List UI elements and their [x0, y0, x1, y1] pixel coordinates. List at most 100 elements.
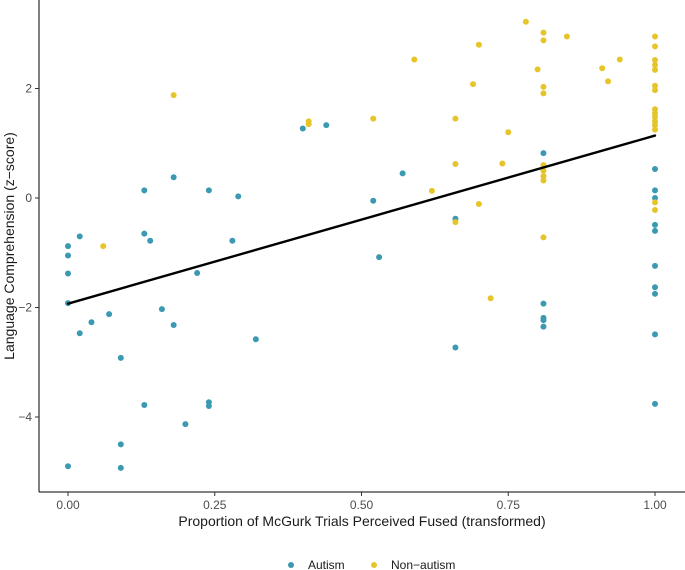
data-point-non-autism	[540, 37, 547, 44]
data-point-autism	[652, 284, 658, 291]
data-point-non-autism	[652, 61, 658, 68]
data-point-autism	[76, 330, 83, 337]
y-ticks: −4 −2 0 2	[18, 82, 39, 424]
data-point-autism	[652, 187, 658, 194]
data-point-autism	[323, 122, 330, 129]
data-point-non-autism	[540, 173, 547, 180]
data-point-non-autism	[652, 113, 658, 120]
data-point-autism	[76, 233, 83, 240]
y-tick-label: −4	[18, 410, 32, 424]
data-point-autism	[370, 197, 377, 204]
data-point-autism	[65, 270, 71, 277]
data-point-autism	[652, 290, 658, 297]
data-point-autism	[65, 252, 71, 259]
data-point-non-autism	[305, 118, 312, 125]
data-point-autism	[182, 421, 189, 428]
y-tick-label: 0	[25, 191, 32, 205]
data-point-non-autism	[652, 43, 658, 50]
axes	[38, 0, 685, 493]
fit-line-group	[66, 134, 657, 305]
data-point-autism	[252, 336, 259, 343]
data-point-autism	[141, 187, 148, 194]
data-point-non-autism	[652, 57, 658, 64]
data-point-non-autism	[540, 90, 547, 97]
data-point-non-autism	[652, 33, 658, 40]
data-point-non-autism	[605, 78, 612, 85]
data-point-autism	[540, 323, 547, 330]
data-point-non-autism	[534, 66, 541, 73]
data-point-non-autism	[475, 41, 482, 48]
data-point-autism	[205, 403, 212, 410]
data-point-autism	[170, 322, 177, 329]
data-point-non-autism	[652, 87, 658, 94]
data-point-non-autism	[522, 18, 529, 25]
x-tick-label: 0.75	[497, 498, 521, 512]
x-axis-title: Proportion of McGurk Trials Perceived Fu…	[178, 513, 545, 529]
data-point-non-autism	[540, 29, 547, 36]
data-point-autism	[229, 237, 236, 244]
data-point-autism	[452, 344, 459, 351]
data-point-non-autism	[540, 83, 547, 90]
y-tick-label: 2	[25, 82, 32, 96]
data-point-non-autism	[452, 115, 459, 122]
data-point-autism	[106, 311, 113, 318]
data-point-autism	[117, 464, 124, 471]
data-point-autism	[652, 262, 658, 269]
data-point-non-autism	[370, 115, 377, 122]
legend-swatch-non-autism	[371, 562, 377, 568]
data-point-autism	[652, 400, 658, 407]
data-point-autism	[540, 317, 547, 324]
legend-swatch-autism	[288, 562, 294, 568]
data-point-autism	[141, 401, 148, 408]
data-point-autism	[170, 174, 177, 181]
x-ticks: 0.00 0.25 0.50 0.75 1.00	[56, 492, 667, 512]
data-point-non-autism	[100, 243, 107, 250]
y-axis-title: Language Comprehension (z−score)	[1, 132, 17, 360]
data-point-non-autism	[170, 92, 177, 99]
y-tick-label: −2	[18, 301, 32, 315]
data-point-non-autism	[452, 219, 459, 226]
data-point-non-autism	[452, 161, 459, 168]
data-point-non-autism	[540, 234, 547, 241]
fit-line	[66, 134, 657, 305]
data-point-non-autism	[652, 82, 658, 89]
data-point-autism	[540, 300, 547, 307]
data-point-autism	[652, 195, 658, 201]
legend: Autism Non−autism	[288, 558, 455, 570]
data-point-non-autism	[470, 81, 477, 88]
data-point-autism	[147, 237, 154, 244]
data-point-non-autism	[475, 201, 482, 208]
data-point-non-autism	[411, 56, 418, 63]
data-point-autism	[235, 193, 242, 200]
data-point-non-autism	[652, 126, 658, 133]
x-tick-label: 1.00	[643, 498, 667, 512]
data-point-autism	[117, 441, 124, 448]
data-point-autism	[158, 306, 165, 313]
data-point-non-autism	[540, 177, 547, 184]
data-point-autism	[194, 270, 201, 277]
data-points	[65, 18, 658, 471]
data-point-autism	[652, 331, 658, 338]
data-point-autism	[141, 230, 148, 237]
x-tick-label: 0.25	[203, 498, 227, 512]
data-point-non-autism	[652, 199, 658, 206]
x-tick-label: 0.50	[350, 498, 374, 512]
data-point-non-autism	[505, 129, 512, 136]
data-point-non-autism	[599, 65, 606, 72]
data-point-autism	[205, 187, 212, 194]
data-point-non-autism	[487, 295, 494, 302]
data-point-non-autism	[563, 33, 570, 40]
data-point-autism	[376, 254, 383, 261]
data-point-autism	[65, 463, 71, 470]
data-point-autism	[65, 243, 71, 250]
data-point-autism	[540, 150, 547, 157]
data-point-autism	[88, 319, 95, 326]
data-point-autism	[652, 227, 658, 234]
data-point-autism	[652, 165, 658, 172]
data-point-non-autism	[499, 160, 506, 167]
data-point-non-autism	[652, 207, 658, 214]
data-point-non-autism	[616, 56, 623, 63]
data-point-non-autism	[652, 66, 658, 73]
x-tick-label: 0.00	[56, 498, 80, 512]
